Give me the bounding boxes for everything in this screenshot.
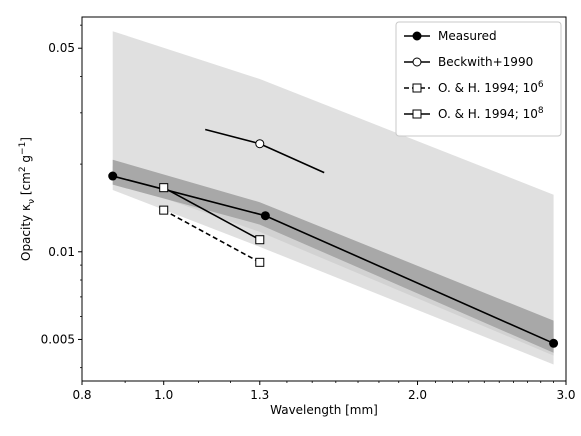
x-tick-label: 1.0 — [154, 388, 173, 402]
y-axis-label-part: [cm — [19, 172, 33, 199]
x-axis-ticks: 0.8 1.0 1.3 2.0 3.0 — [72, 381, 576, 402]
y-axis-label-part: ] — [19, 137, 33, 142]
legend-label: O. & H. 1994; 108 — [438, 106, 544, 121]
data-point — [108, 171, 118, 181]
x-tick-label: 3.0 — [556, 388, 575, 402]
data-point — [255, 235, 265, 245]
legend-label-exponent: 8 — [538, 106, 544, 116]
y-tick-label: 0.05 — [48, 41, 75, 55]
data-point — [255, 139, 265, 149]
legend-label-text: Measured — [438, 29, 497, 43]
uncertainty-bands — [112, 31, 554, 365]
legend-label-text: O. & H. 1994; 10 — [438, 81, 538, 95]
data-point — [159, 205, 169, 215]
legend-marker — [412, 83, 422, 93]
plot-frame — [81, 16, 567, 382]
legend-label-text: O. & H. 1994; 10 — [438, 107, 538, 121]
x-tick-label: 2.0 — [408, 388, 427, 402]
legend-label: Measured — [438, 29, 497, 43]
data-point — [159, 183, 169, 193]
band-2 — [112, 159, 554, 353]
series-line-3 — [163, 186, 261, 241]
y-tick-label: 0.01 — [48, 245, 75, 259]
legend-box — [395, 21, 562, 137]
y-axis-label-part: Opacity κ — [19, 204, 33, 261]
data-point — [260, 211, 270, 221]
legend-label: Beckwith+1990 — [438, 55, 533, 69]
legend-marker — [412, 31, 422, 41]
series-markers — [108, 139, 559, 348]
y-axis-label-part: g — [19, 155, 33, 166]
y-axis-label-part: −1 — [18, 142, 28, 155]
x-tick-label: 1.3 — [250, 388, 269, 402]
data-point — [255, 257, 265, 267]
legend-marker — [412, 109, 422, 119]
y-axis-ticks: 0.005 0.01 0.05 — [41, 24, 82, 369]
y-axis-label-part: ν — [27, 199, 37, 204]
legend-label-text: Beckwith+1990 — [438, 55, 533, 69]
legend-label-exponent: 6 — [538, 80, 544, 90]
y-axis-label-part: 2 — [18, 166, 28, 172]
legend-label: O. & H. 1994; 106 — [438, 80, 544, 95]
y-tick-label: 0.005 — [41, 332, 75, 346]
data-point — [549, 338, 559, 348]
series-line-2 — [163, 209, 261, 264]
legend-marker — [412, 57, 422, 67]
y-axis-label: Opacity κν [cm2 g−1] — [18, 137, 37, 261]
x-axis-label: Wavelength [mm] — [270, 403, 378, 417]
x-tick-label: 0.8 — [72, 388, 91, 402]
